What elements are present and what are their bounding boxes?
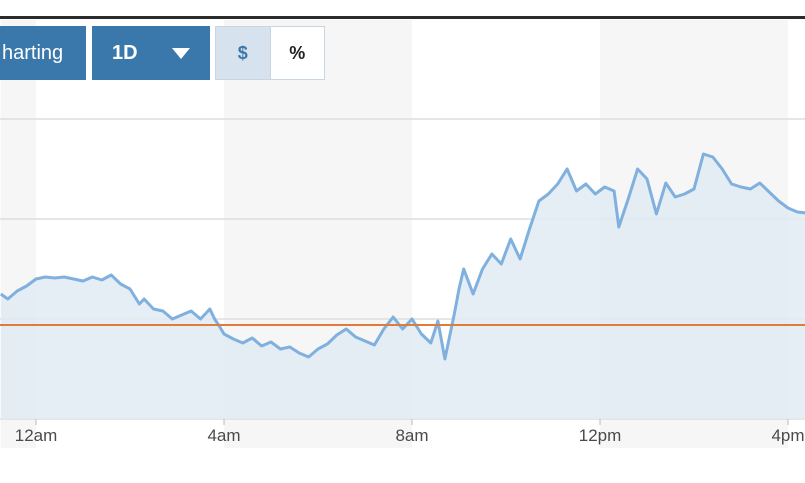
x-tick-label: 4am	[207, 426, 240, 445]
charting-button[interactable]: harting	[0, 26, 86, 80]
value-mode-toggle: $ %	[215, 26, 325, 80]
top-divider	[0, 16, 805, 19]
area-layer	[0, 152, 805, 419]
series-area	[0, 154, 805, 419]
chevron-down-icon	[172, 48, 190, 59]
x-tick-label: 12pm	[579, 426, 622, 445]
x-tick-label: 12am	[15, 426, 58, 445]
series-line	[0, 152, 805, 361]
charting-button-label: harting	[2, 41, 64, 64]
range-dropdown-label: 1D	[112, 41, 138, 64]
x-tick-label: 4pm	[771, 426, 804, 445]
x-axis: 12am 4am 8am 12pm 4pm	[15, 419, 805, 445]
range-dropdown[interactable]: 1D	[92, 26, 210, 80]
percent-toggle[interactable]: %	[289, 42, 306, 63]
x-tick-label: 8am	[395, 426, 428, 445]
dollar-toggle[interactable]: $	[216, 27, 271, 79]
